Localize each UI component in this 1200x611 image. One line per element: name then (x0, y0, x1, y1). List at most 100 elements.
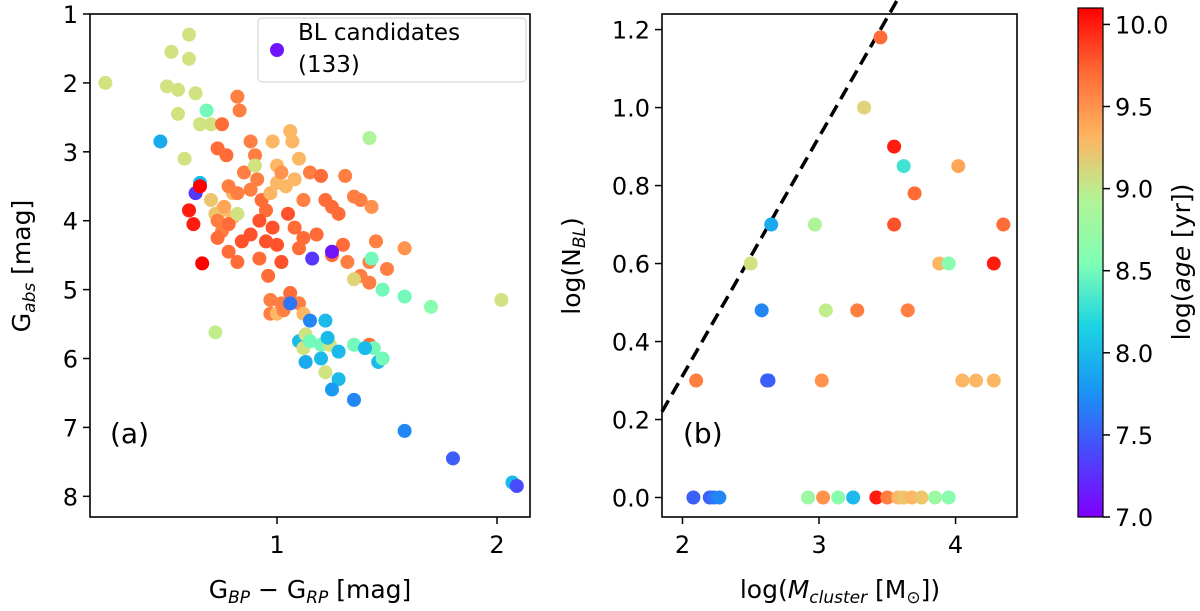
data-point (199, 103, 214, 118)
data-point (375, 351, 390, 366)
legend: BL candidates (133) (257, 17, 527, 83)
data-point (338, 168, 353, 183)
y-tick-label: 0.0 (612, 485, 650, 513)
data-point (171, 82, 185, 97)
data-point (261, 268, 276, 283)
y-tick-label: 1.0 (612, 95, 650, 123)
y-tick-label: 0.4 (612, 329, 650, 357)
data-point (397, 241, 412, 256)
panel-b-points (686, 30, 1011, 505)
data-point (265, 220, 280, 235)
colorbar-tick-label: 9.5 (1115, 94, 1153, 122)
data-point (331, 372, 346, 387)
data-point (230, 255, 245, 270)
data-point (182, 51, 196, 66)
data-point (171, 106, 185, 121)
data-point (955, 373, 970, 388)
data-point (248, 148, 262, 163)
data-point (287, 220, 302, 235)
data-point (153, 134, 168, 149)
data-point (296, 193, 311, 208)
data-point (186, 217, 201, 232)
data-point (358, 341, 372, 356)
data-point (941, 256, 956, 271)
panel-a-xlabel: GBP − GRP [mag] (209, 575, 412, 608)
data-point (298, 354, 313, 369)
data-point (347, 337, 361, 352)
y-tick-label: 0.8 (612, 173, 650, 201)
data-point (230, 89, 245, 104)
data-point (818, 303, 833, 318)
panel-a-points (98, 27, 524, 493)
data-point (807, 217, 822, 232)
data-point (375, 282, 390, 297)
data-point (914, 490, 929, 505)
data-point (764, 217, 779, 232)
data-point (265, 134, 280, 149)
panel-a: 1 2 1 2 3 4 5 6 7 8 BL candidates (133) (a) GBP −… (7, 1, 531, 608)
data-point (287, 172, 302, 187)
y-tick-label: 4 (63, 208, 78, 236)
bl-relation-line (660, 0, 900, 413)
data-point (369, 234, 383, 249)
data-point (873, 30, 888, 45)
data-point (243, 227, 258, 242)
data-point (193, 179, 207, 194)
data-point (754, 303, 769, 318)
data-point (263, 186, 278, 201)
data-point (850, 303, 865, 318)
colorbar-tick-label: 10.0 (1115, 11, 1168, 39)
data-point (380, 261, 394, 276)
data-point (285, 134, 300, 149)
data-point (494, 292, 509, 307)
data-point (208, 325, 223, 340)
data-point (232, 103, 247, 118)
data-point (509, 478, 524, 493)
data-point (217, 199, 232, 214)
y-tick-label: 0.2 (612, 407, 650, 435)
x-tick-label: 4 (948, 531, 963, 559)
colorbar-gradient (1077, 7, 1104, 518)
data-point (816, 490, 831, 505)
data-point (331, 344, 346, 359)
data-point (182, 203, 196, 218)
data-point (204, 117, 218, 132)
data-point (336, 237, 350, 252)
y-tick-label: 2 (63, 70, 78, 98)
data-point (248, 158, 262, 173)
data-point (364, 251, 379, 266)
data-point (252, 251, 267, 266)
data-point (969, 373, 984, 388)
data-point (177, 151, 192, 166)
data-point (887, 217, 902, 232)
panel-a-ticks: 1 2 1 2 3 4 5 6 7 8 (63, 1, 505, 559)
data-point (309, 227, 324, 242)
panel-b-ticks: 2 3 4 0.0 0.2 0.4 0.6 0.8 1.0 1.2 (612, 17, 963, 559)
data-point (281, 206, 295, 221)
data-point (347, 272, 361, 287)
x-tick-label: 2 (489, 531, 504, 559)
y-tick-label: 8 (63, 483, 78, 511)
data-point (880, 490, 895, 505)
y-tick-label: 7 (63, 414, 78, 442)
data-point (928, 490, 943, 505)
data-point (188, 86, 203, 101)
data-point (900, 303, 915, 318)
y-tick-label: 0.6 (612, 251, 650, 279)
data-point (270, 237, 284, 252)
data-point (996, 217, 1011, 232)
data-point (283, 296, 298, 311)
data-point (160, 79, 174, 94)
panel-b: 2 3 4 0.0 0.2 0.4 0.6 0.8 1.0 1.2 (b) log(Mcluste… (557, 0, 1018, 608)
legend-label-line1: BL candidates (298, 20, 460, 46)
data-point (941, 490, 956, 505)
colorbar-ticks: 7.0 7.5 8.0 8.5 9.0 9.5 10.0 (1103, 11, 1168, 532)
panel-b-xlabel: log(Mcluster [M⊙]) (740, 575, 940, 608)
legend-label-line2: (133) (298, 52, 360, 78)
legend-marker (270, 43, 284, 57)
data-point (303, 313, 317, 328)
panel-b-frame (661, 13, 1018, 518)
colorbar-tick-label: 9.0 (1115, 176, 1153, 204)
panel-a-frame (89, 13, 531, 518)
data-point (195, 256, 210, 271)
